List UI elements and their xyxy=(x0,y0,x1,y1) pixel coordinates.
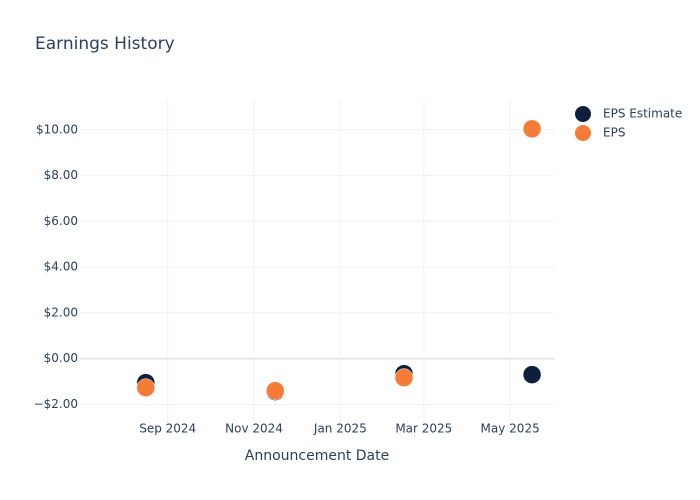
y-tick-label: $6.00 xyxy=(44,214,78,228)
y-tick-label: −$2.00 xyxy=(34,397,78,411)
point xyxy=(522,365,542,384)
x-tick-label: May 2025 xyxy=(481,422,540,436)
legend-label: EPS Estimate xyxy=(603,107,682,121)
chart-title: Earnings History xyxy=(35,34,175,54)
x-tick-label: Sep 2024 xyxy=(139,422,196,436)
y-tick-label: $8.00 xyxy=(44,168,78,182)
x-tick-label: Nov 2024 xyxy=(225,422,283,436)
x-axis-title: Announcement Date xyxy=(245,448,389,464)
y-tick-label: $4.00 xyxy=(44,260,78,274)
y-tick-label: $2.00 xyxy=(44,305,78,319)
point xyxy=(522,119,542,139)
x-tick-label: Mar 2025 xyxy=(395,422,452,436)
point xyxy=(136,378,156,397)
y-tick-label: $10.00 xyxy=(36,122,78,136)
x-tick-label: Jan 2025 xyxy=(313,422,367,436)
legend-marker xyxy=(575,106,591,122)
y-tick-label: $0.00 xyxy=(44,351,78,365)
legend-marker xyxy=(575,125,591,141)
point xyxy=(394,368,414,387)
point xyxy=(266,381,285,400)
legend-label: EPS xyxy=(603,126,625,140)
